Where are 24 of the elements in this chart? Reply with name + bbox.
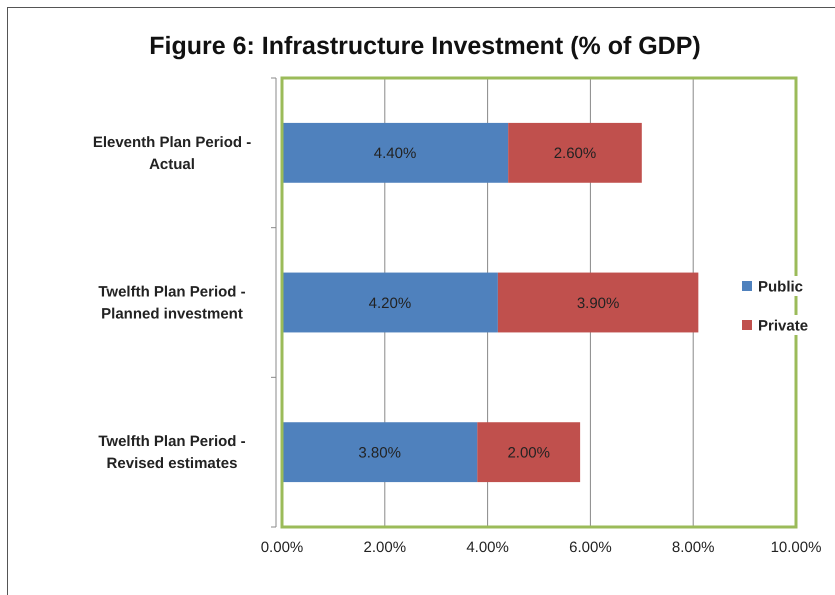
x-tick-label: 8.00% <box>672 539 714 556</box>
x-tick-label: 4.00% <box>466 539 509 556</box>
x-tick-label: 10.00% <box>770 539 822 556</box>
chart-title: Figure 6: Infrastructure Investment (% of GDP) <box>149 32 701 60</box>
y-tick-label: Twelfth Plan Period - Planned investment <box>98 284 246 322</box>
legend-label: Private <box>758 317 808 334</box>
y-tick-label: Eleventh Plan Period - Actual <box>92 134 252 173</box>
bar <box>477 422 580 482</box>
y-tick-label: Twelfth Plan Period - Revised estimates <box>98 433 246 472</box>
x-tick-label: 6.00% <box>569 539 612 556</box>
bar <box>498 272 698 332</box>
data-label: 4.20% <box>368 294 412 312</box>
x-tick-label: 2.00% <box>364 539 406 556</box>
x-tick-label: 0.00% <box>260 539 304 556</box>
data-label: 4.40% <box>374 145 416 162</box>
legend-label: Public <box>758 278 804 296</box>
data-label: 3.90% <box>576 294 620 312</box>
bar <box>282 422 478 482</box>
bar <box>508 122 642 183</box>
data-label: 2.00% <box>507 444 550 462</box>
bar <box>282 272 498 332</box>
bar <box>282 122 508 183</box>
data-label: 2.60% <box>554 145 596 162</box>
data-label: 3.80% <box>358 444 401 462</box>
